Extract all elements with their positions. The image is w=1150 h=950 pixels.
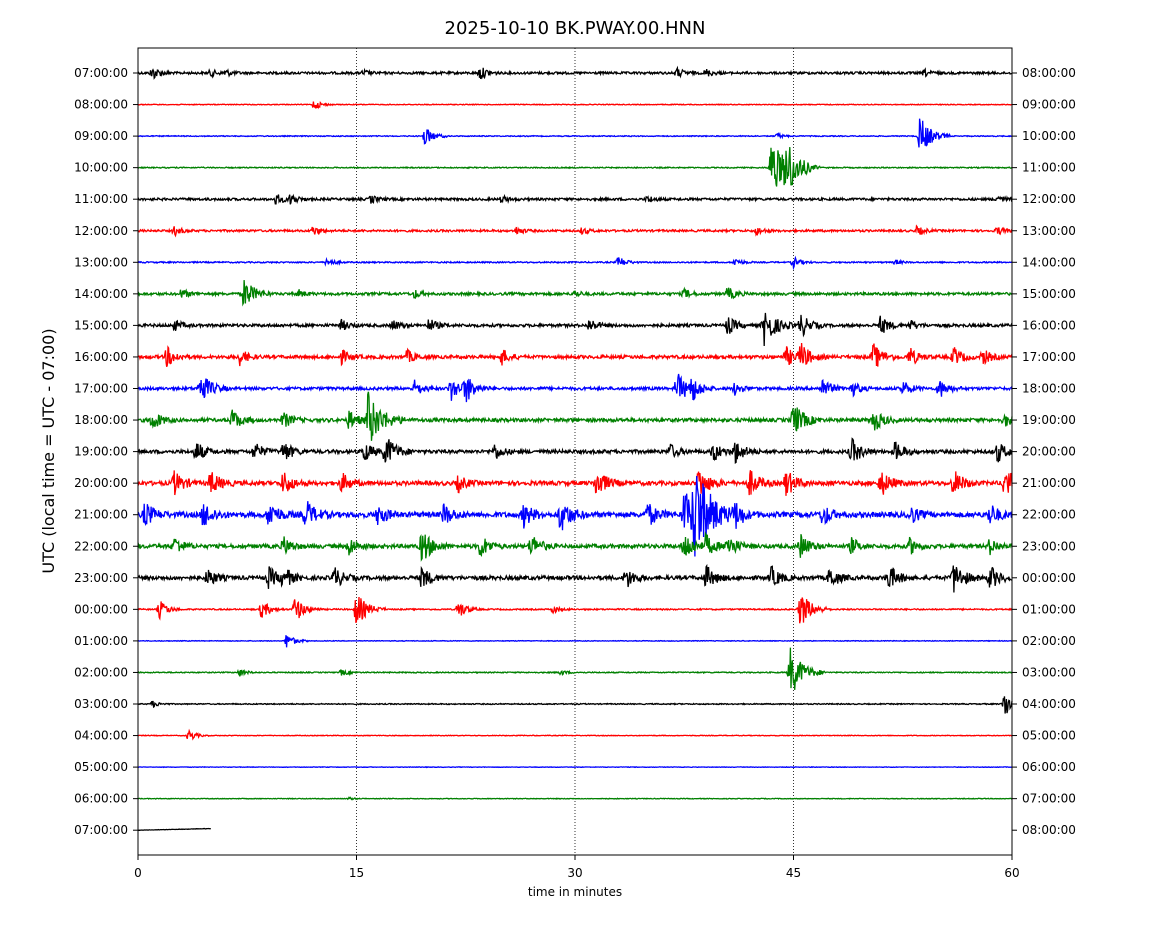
right-time-label: 00:00:00: [1022, 571, 1076, 585]
left-time-label: 18:00:00: [74, 413, 128, 427]
left-time-label: 21:00:00: [74, 508, 128, 522]
left-time-label: 00:00:00: [74, 602, 128, 616]
seismogram-traces: [137, 65, 1013, 832]
seismogram-trace: [137, 312, 1013, 347]
seismogram-trace: [137, 118, 1013, 148]
left-time-label: 05:00:00: [74, 760, 128, 774]
right-time-label: 23:00:00: [1022, 539, 1076, 553]
right-time-label: 17:00:00: [1022, 350, 1076, 364]
right-time-label: 03:00:00: [1022, 665, 1076, 679]
left-time-label: 20:00:00: [74, 476, 128, 490]
right-time-label: 09:00:00: [1022, 98, 1076, 112]
seismogram-trace: [137, 635, 1013, 648]
left-time-label: 19:00:00: [74, 445, 128, 459]
left-time-label: 01:00:00: [74, 634, 128, 648]
plot-frame: [137, 47, 1013, 856]
left-time-label: 07:00:00: [74, 66, 128, 80]
right-time-label: 18:00:00: [1022, 382, 1076, 396]
seismogram-trace: [137, 373, 1013, 403]
x-tick-label: 45: [786, 866, 801, 880]
x-tick-label: 15: [349, 866, 364, 880]
right-time-label: 15:00:00: [1022, 287, 1076, 301]
left-time-label: 16:00:00: [74, 350, 128, 364]
left-time-label: 03:00:00: [74, 697, 128, 711]
y-axis-label: UTC (local time = UTC - 07:00): [39, 328, 58, 573]
right-time-label: 11:00:00: [1022, 161, 1076, 175]
seismogram-trace: [137, 65, 1012, 80]
right-time-label: 05:00:00: [1022, 729, 1076, 743]
seismogram-trace: [137, 470, 1013, 496]
axis-ticks: 0 15 30 45 60 07:00:00 08:00:00 09:00:00 10:00:0…: [74, 66, 1076, 880]
right-time-label: 08:00:00: [1022, 66, 1076, 80]
right-time-label: 08:00:00: [1022, 823, 1076, 837]
right-time-label: 22:00:00: [1022, 508, 1076, 522]
right-time-label: 13:00:00: [1022, 224, 1076, 238]
seismogram-trace: [137, 147, 1013, 187]
right-time-label: 02:00:00: [1022, 634, 1076, 648]
left-time-label: 23:00:00: [74, 571, 128, 585]
left-time-label: 09:00:00: [74, 129, 128, 143]
left-time-label: 11:00:00: [74, 192, 128, 206]
seismogram-trace: [137, 100, 1013, 110]
x-tick-label: 0: [134, 866, 142, 880]
seismogram-trace: [137, 531, 1013, 562]
left-time-label: 10:00:00: [74, 161, 128, 175]
left-time-label: 06:00:00: [74, 792, 128, 806]
left-time-label: 14:00:00: [74, 287, 128, 301]
x-tick-label: 60: [1004, 866, 1019, 880]
right-time-label: 16:00:00: [1022, 318, 1076, 332]
left-time-label: 13:00:00: [74, 255, 128, 269]
left-time-label: 07:00:00: [74, 823, 128, 837]
right-time-label: 21:00:00: [1022, 476, 1076, 490]
left-time-label: 22:00:00: [74, 539, 128, 553]
seismogram-trace: [137, 342, 1013, 368]
right-time-label: 14:00:00: [1022, 255, 1076, 269]
right-time-label: 07:00:00: [1022, 792, 1076, 806]
seismogram-trace: [137, 193, 1013, 205]
right-time-label: 20:00:00: [1022, 445, 1076, 459]
right-time-label: 10:00:00: [1022, 129, 1076, 143]
left-time-label: 08:00:00: [74, 98, 128, 112]
seismogram-trace: [137, 728, 1013, 741]
seismogram-trace: [137, 224, 1013, 238]
right-time-label: 12:00:00: [1022, 192, 1076, 206]
seismogram-trace: [137, 647, 1013, 690]
seismogram-trace: [137, 475, 1013, 557]
chart-title: 2025-10-10 BK.PWAY.00.HNN: [445, 18, 706, 39]
left-time-label: 15:00:00: [74, 318, 128, 332]
seismogram-trace: [137, 255, 1013, 271]
seismogram-trace: [137, 391, 1013, 441]
x-tick-label: 30: [567, 866, 582, 880]
left-time-label: 02:00:00: [74, 665, 128, 679]
right-time-label: 04:00:00: [1022, 697, 1076, 711]
seismogram-trace: [137, 596, 1013, 624]
right-time-label: 06:00:00: [1022, 760, 1076, 774]
left-time-label: 17:00:00: [74, 382, 128, 396]
seismogram-trace: [137, 696, 1013, 714]
seismogram-trace: [137, 827, 211, 832]
left-time-label: 04:00:00: [74, 729, 128, 743]
seismogram-trace: [137, 563, 1013, 593]
seismogram-trace: [137, 437, 1013, 465]
grid-lines: [356, 48, 794, 855]
seismogram-trace: [137, 280, 1013, 307]
left-time-label: 12:00:00: [74, 224, 128, 238]
seismogram-trace: [137, 796, 1013, 801]
right-time-label: 19:00:00: [1022, 413, 1076, 427]
x-axis-label: time in minutes: [528, 885, 622, 899]
right-time-label: 01:00:00: [1022, 602, 1076, 616]
seismogram-trace: [137, 765, 1013, 769]
